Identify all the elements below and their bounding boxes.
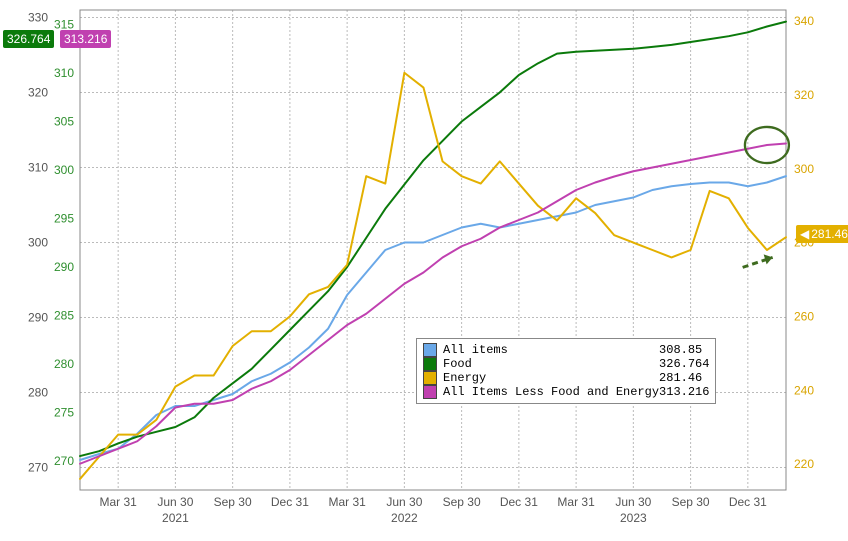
svg-text:290: 290 bbox=[54, 260, 74, 274]
legend-label: All items bbox=[443, 343, 659, 357]
legend-row: All items 308.85 bbox=[423, 343, 709, 357]
svg-text:2021: 2021 bbox=[162, 511, 189, 525]
chart-container: 270 280 290 300 310 320 330 270 275 280 285 290 295 3… bbox=[0, 0, 848, 541]
svg-text:Mar 31: Mar 31 bbox=[328, 495, 366, 509]
legend-label: Food bbox=[443, 357, 659, 371]
svg-text:220: 220 bbox=[794, 457, 814, 471]
arrow-left-icon: ◀ bbox=[800, 227, 809, 241]
svg-text:Jun 30: Jun 30 bbox=[386, 495, 422, 509]
svg-text:2023: 2023 bbox=[620, 511, 647, 525]
svg-text:310: 310 bbox=[28, 161, 48, 175]
svg-text:300: 300 bbox=[794, 162, 814, 176]
badge-text: 326.764 bbox=[7, 32, 50, 46]
svg-text:300: 300 bbox=[28, 236, 48, 250]
svg-text:320: 320 bbox=[28, 86, 48, 100]
svg-text:270: 270 bbox=[54, 454, 74, 468]
svg-text:Sep 30: Sep 30 bbox=[672, 495, 710, 509]
svg-text:Mar 31: Mar 31 bbox=[557, 495, 595, 509]
core-value-badge: 313.216 bbox=[60, 30, 111, 48]
badge-text: 281.46 bbox=[811, 227, 848, 241]
svg-text:290: 290 bbox=[28, 311, 48, 325]
legend-row: All Items Less Food and Energy313.216 bbox=[423, 385, 709, 399]
legend-value: 313.216 bbox=[659, 385, 709, 399]
svg-text:Jun 30: Jun 30 bbox=[157, 495, 193, 509]
svg-text:280: 280 bbox=[54, 357, 74, 371]
food-value-badge: 326.764 bbox=[3, 30, 54, 48]
svg-text:240: 240 bbox=[794, 383, 814, 397]
svg-text:340: 340 bbox=[794, 14, 814, 28]
svg-text:300: 300 bbox=[54, 163, 74, 177]
svg-text:Dec 31: Dec 31 bbox=[271, 495, 309, 509]
svg-text:Sep 30: Sep 30 bbox=[443, 495, 481, 509]
legend-value: 281.46 bbox=[659, 371, 702, 385]
legend-row: Energy 281.46 bbox=[423, 371, 709, 385]
svg-text:310: 310 bbox=[54, 66, 74, 80]
legend-label: Energy bbox=[443, 371, 659, 385]
svg-text:275: 275 bbox=[54, 405, 74, 419]
svg-text:Jun 30: Jun 30 bbox=[615, 495, 651, 509]
legend-swatch bbox=[423, 371, 437, 385]
svg-text:285: 285 bbox=[54, 308, 74, 322]
line-chart: 270 280 290 300 310 320 330 270 275 280 285 290 295 3… bbox=[0, 0, 848, 541]
svg-text:Sep 30: Sep 30 bbox=[214, 495, 252, 509]
legend-value: 308.85 bbox=[659, 343, 702, 357]
legend-row: Food 326.764 bbox=[423, 357, 709, 371]
svg-text:2022: 2022 bbox=[391, 511, 418, 525]
legend-value: 326.764 bbox=[659, 357, 709, 371]
svg-text:Mar 31: Mar 31 bbox=[99, 495, 137, 509]
svg-text:Dec 31: Dec 31 bbox=[500, 495, 538, 509]
legend-swatch bbox=[423, 343, 437, 357]
svg-text:Dec 31: Dec 31 bbox=[729, 495, 767, 509]
energy-value-badge: ◀ 281.46 bbox=[796, 225, 848, 243]
legend-label: All Items Less Food and Energy bbox=[443, 385, 659, 399]
badge-text: 313.216 bbox=[64, 32, 107, 46]
svg-text:280: 280 bbox=[28, 386, 48, 400]
legend-swatch bbox=[423, 357, 437, 371]
svg-text:295: 295 bbox=[54, 211, 74, 225]
svg-text:330: 330 bbox=[28, 11, 48, 25]
legend-swatch bbox=[423, 385, 437, 399]
svg-text:320: 320 bbox=[794, 88, 814, 102]
svg-text:305: 305 bbox=[54, 115, 74, 129]
svg-text:270: 270 bbox=[28, 461, 48, 475]
legend: All items 308.85Food 326.764Energy 281.4… bbox=[416, 338, 716, 404]
svg-text:260: 260 bbox=[794, 309, 814, 323]
